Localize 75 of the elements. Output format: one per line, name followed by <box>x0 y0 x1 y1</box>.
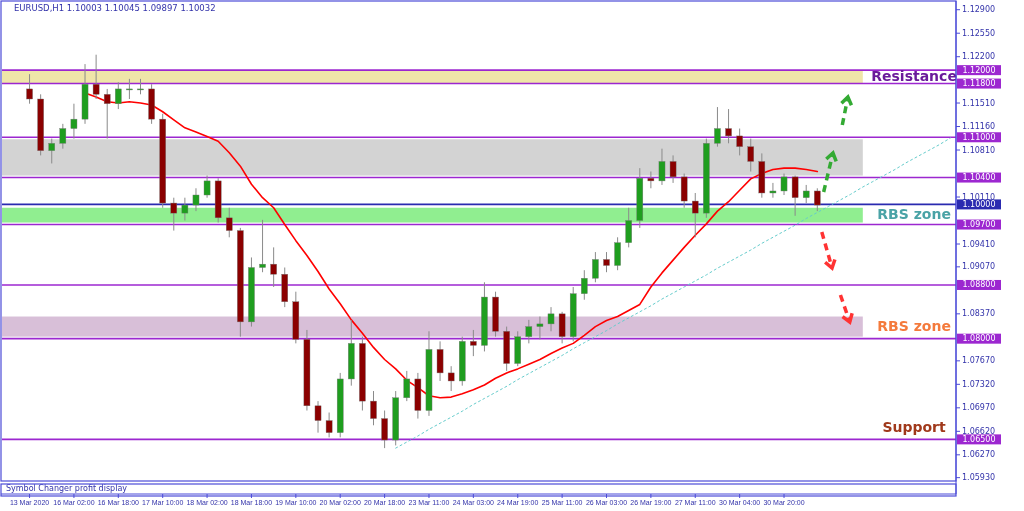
candlestick <box>614 236 621 271</box>
candlestick <box>192 187 200 212</box>
candlestick <box>447 365 455 392</box>
candlestick <box>48 138 55 164</box>
candlestick <box>780 173 788 196</box>
ref-line-label: 1.08800 <box>962 280 996 290</box>
y-tick-label: 1.07670 <box>962 356 996 366</box>
candlestick <box>103 88 111 140</box>
band-label: RBS zone <box>877 317 951 334</box>
y-tick-label: 1.11510 <box>962 98 996 108</box>
ref-line-label: 1.12000 <box>962 65 996 75</box>
candlestick <box>625 207 632 248</box>
candlestick <box>814 187 821 212</box>
ref-line-label: 1.08000 <box>962 334 996 344</box>
candlestick <box>592 251 599 283</box>
candlestick <box>558 311 566 344</box>
y-tick-label: 1.08370 <box>962 309 996 319</box>
candlestick <box>669 154 677 184</box>
candlestick <box>603 251 610 273</box>
candlestick <box>203 175 211 199</box>
y-tick-label: 1.10810 <box>962 145 996 155</box>
candlestick <box>59 123 67 150</box>
ref-line-label: 1.11000 <box>962 132 996 142</box>
band-label: RBS zone <box>877 206 951 223</box>
y-tick-label: 1.12550 <box>962 28 996 38</box>
candlestick <box>470 329 477 357</box>
y-tick-label: 1.06620 <box>962 426 996 436</box>
candlestick <box>126 78 133 100</box>
candlestick <box>525 319 533 344</box>
candlestick <box>692 192 699 238</box>
candlestick <box>714 106 721 148</box>
ref-line-label: 1.11800 <box>962 79 996 89</box>
candlestick <box>736 128 743 156</box>
candlestick <box>92 54 100 100</box>
candlestick <box>725 108 732 144</box>
y-tick-label: 1.06270 <box>962 450 996 460</box>
candlestick <box>547 306 555 332</box>
candlestick <box>381 410 388 449</box>
candlestick <box>325 412 333 438</box>
candlestick <box>370 390 377 426</box>
candlestick <box>26 73 33 105</box>
candlestick <box>181 197 189 222</box>
candlestick <box>314 400 322 434</box>
candlestick <box>747 138 754 173</box>
candlestick <box>658 148 666 186</box>
candlestick <box>170 197 178 232</box>
text: Symbol Changer profit display <box>6 484 128 493</box>
y-tick-label: 1.12200 <box>962 52 996 62</box>
ref-line-label: 1.09700 <box>962 220 996 230</box>
candlestick <box>270 246 277 288</box>
candlestick <box>70 103 78 140</box>
line-series <box>395 137 951 449</box>
ref-line-label: 1.10400 <box>962 173 996 183</box>
y-tick-label: 1.09070 <box>962 262 996 272</box>
candlestick <box>536 316 544 340</box>
y-tick-label: 1.11160 <box>962 122 996 132</box>
y-tick-label: 1.06970 <box>962 403 996 413</box>
chart-title: EURUSD,H1 1.10003 1.10045 1.09897 1.10032 <box>14 3 216 13</box>
ref-line-label: 1.10000 <box>962 199 996 209</box>
candlestick <box>802 184 810 204</box>
candlestick <box>259 219 266 273</box>
candlestick <box>647 171 655 189</box>
candlestick <box>403 370 411 402</box>
y-tick-label: 1.05930 <box>962 473 996 483</box>
candlestick <box>115 81 122 110</box>
ref-line-label: 1.06500 <box>962 434 996 444</box>
y-tick-label: 1.09410 <box>962 239 996 249</box>
candlestick <box>436 340 444 382</box>
candlestick <box>226 207 233 238</box>
y-tick-label: 1.07320 <box>962 379 996 389</box>
candlestick <box>581 269 588 301</box>
annotation: Support <box>882 419 947 435</box>
candlestick <box>769 182 777 199</box>
candlestick <box>791 175 799 217</box>
y-tick-label: 1.12900 <box>962 5 996 15</box>
